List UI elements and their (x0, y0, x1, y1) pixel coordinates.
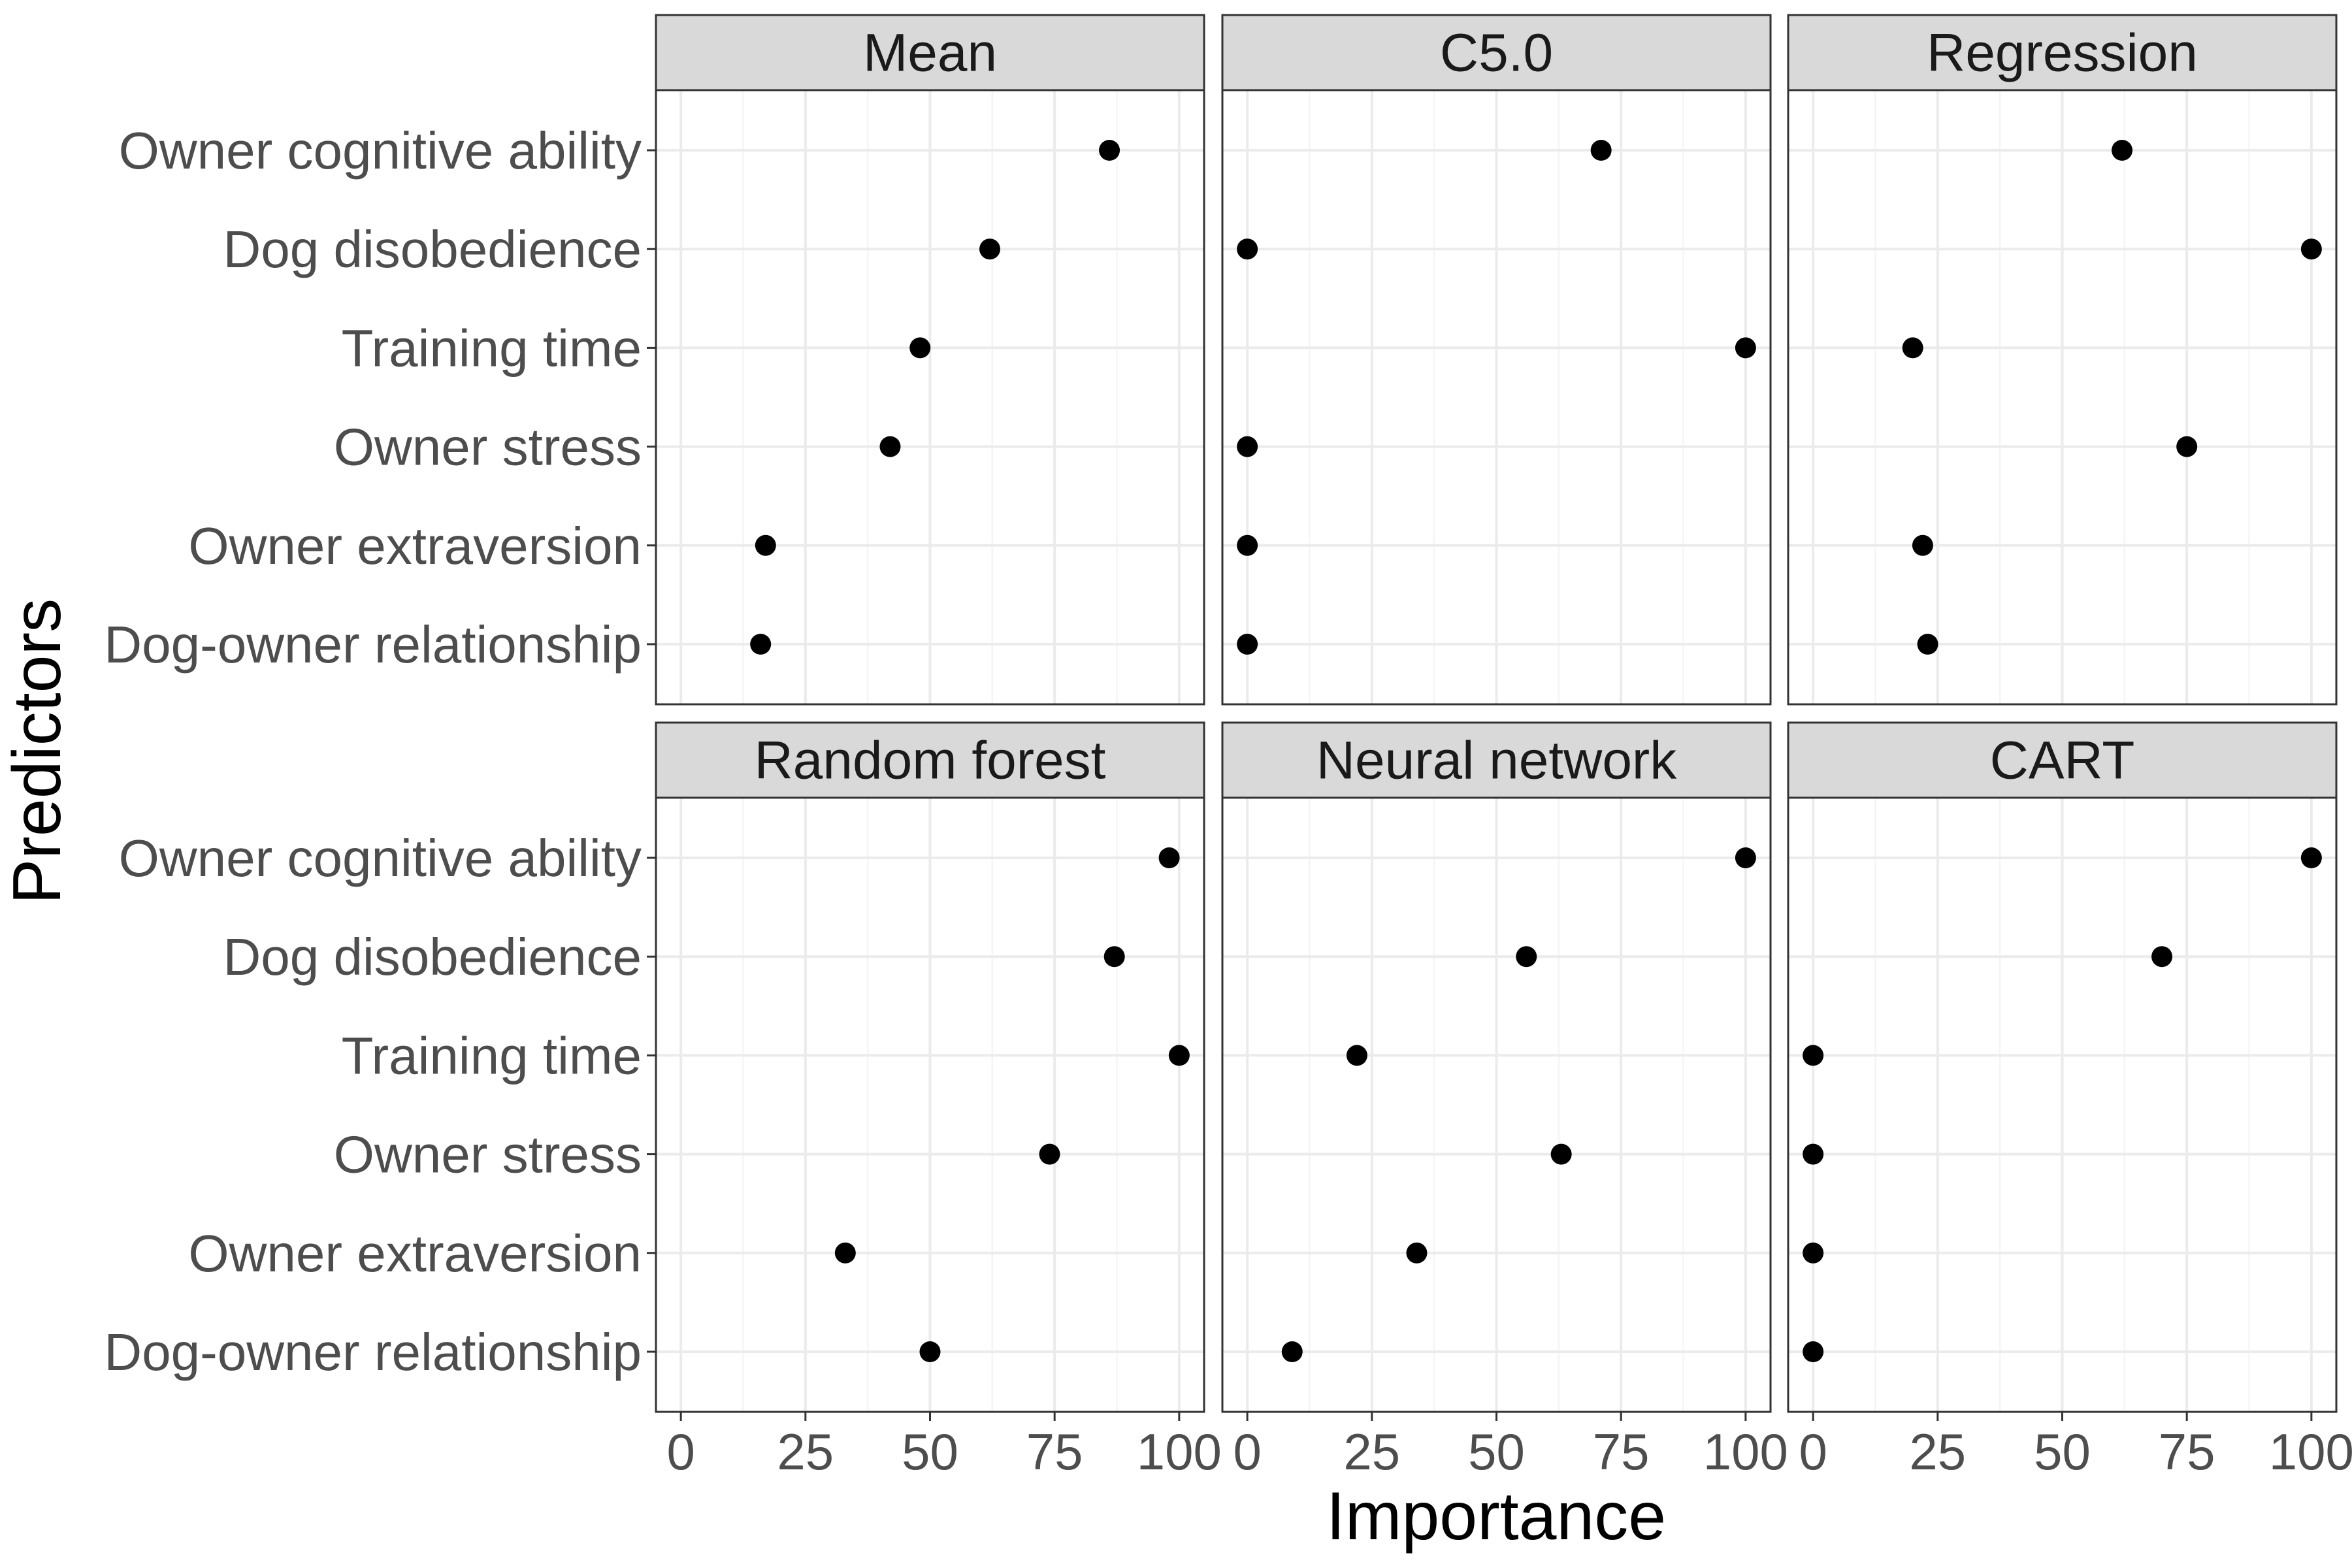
point-dog-owner-relationship (1237, 634, 1258, 655)
x-tick-label: 75 (2159, 1423, 2215, 1480)
point-owner-extraversion (755, 534, 776, 556)
panel-border (655, 89, 1205, 706)
x-tick-label: 50 (2034, 1423, 2091, 1480)
point-dog-disobedience (2151, 946, 2173, 968)
facet-strip (1221, 14, 1772, 91)
predictor-label: Dog-owner relationship (104, 615, 642, 674)
facet-panel-regression: Regression (1787, 14, 2338, 706)
facet-title: Mean (863, 24, 997, 83)
predictor-label: Owner stress (334, 418, 642, 476)
facet-strip (655, 14, 1205, 91)
x-tick-label: 75 (1026, 1423, 1083, 1480)
point-owner-stress (2176, 436, 2198, 457)
point-dog-disobedience (1103, 946, 1125, 968)
panel-border (1787, 89, 2338, 706)
predictor-label: Owner extraversion (188, 1224, 642, 1282)
x-tick-label: 100 (1703, 1423, 1788, 1480)
point-owner-extraversion (1803, 1242, 1824, 1264)
facet-panel-mean: Mean Owner cognitive ability Dog disobedie… (104, 14, 1205, 706)
facet-strip (1221, 721, 1772, 799)
point-owner-cognitive-ability (1735, 847, 1756, 868)
point-owner-extraversion (834, 1242, 856, 1264)
facet-title: Random forest (755, 731, 1106, 791)
point-owner-stress (1237, 436, 1258, 457)
predictor-label: Dog-owner relationship (104, 1323, 642, 1381)
predictor-label: Owner cognitive ability (119, 829, 642, 887)
predictor-label: Training time (342, 319, 642, 377)
point-owner-cognitive-ability (2300, 847, 2322, 868)
panel-border (1221, 89, 1772, 706)
facet-title: Neural network (1316, 731, 1677, 791)
x-tick-label: 75 (1593, 1423, 1650, 1480)
predictor-label: Owner cognitive ability (119, 122, 642, 180)
x-tick-label: 0 (666, 1423, 694, 1480)
point-training-time (1735, 337, 1756, 359)
y-axis-title: Predictors (0, 598, 75, 904)
x-tick-label: 50 (902, 1423, 958, 1480)
facet-panel-c5-0: C5.0 (1221, 14, 1772, 706)
x-tick-label: 100 (2269, 1423, 2352, 1480)
facet-title: C5.0 (1440, 24, 1553, 83)
point-dog-owner-relationship (919, 1341, 941, 1362)
predictor-label: Training time (342, 1026, 642, 1085)
point-training-time (1346, 1045, 1367, 1066)
point-dog-owner-relationship (1803, 1341, 1824, 1362)
point-owner-stress (1039, 1143, 1060, 1165)
point-dog-disobedience (979, 238, 1001, 260)
x-tick-label: 0 (1233, 1423, 1261, 1480)
facet-panel-neural-network: Neural network 0 25 50 75 100 (1221, 721, 1788, 1480)
point-owner-extraversion (1406, 1242, 1428, 1264)
point-dog-disobedience (1516, 946, 1537, 968)
predictor-label: Dog disobedience (223, 220, 642, 278)
x-tick-label: 100 (1137, 1423, 1222, 1480)
point-training-time (1168, 1045, 1190, 1066)
facet-panels: Mean Owner cognitive ability Dog disobedie… (104, 14, 2352, 1480)
point-dog-disobedience (1237, 238, 1258, 260)
point-training-time (1803, 1045, 1824, 1066)
point-training-time (909, 337, 931, 359)
point-owner-cognitive-ability (1158, 847, 1180, 868)
point-owner-stress (879, 436, 901, 457)
predictor-label: Owner stress (334, 1126, 642, 1184)
point-owner-cognitive-ability (1590, 140, 1612, 161)
x-tick-label: 25 (1343, 1423, 1400, 1480)
x-tick-label: 25 (777, 1423, 834, 1480)
point-dog-owner-relationship (1917, 634, 1938, 655)
predictor-label: Dog disobedience (223, 928, 642, 986)
x-tick-label: 25 (1909, 1423, 1966, 1480)
facet-strip (1787, 721, 2338, 799)
point-training-time (1902, 337, 1923, 359)
facet-strip (1787, 14, 2338, 91)
facet-title: CART (1990, 731, 2135, 791)
point-dog-disobedience (2300, 238, 2322, 260)
point-owner-stress (1550, 1143, 1572, 1165)
point-owner-extraversion (1912, 534, 1933, 556)
point-dog-owner-relationship (750, 634, 772, 655)
point-dog-owner-relationship (1281, 1341, 1303, 1362)
x-axis-title: Importance (1326, 1478, 1666, 1554)
facet-strip (655, 721, 1205, 799)
point-owner-cognitive-ability (1099, 140, 1120, 161)
predictor-label: Owner extraversion (188, 517, 642, 575)
point-owner-extraversion (1237, 534, 1258, 556)
x-tick-label: 0 (1799, 1423, 1827, 1480)
point-owner-cognitive-ability (2112, 140, 2133, 161)
facet-title: Regression (1927, 24, 2198, 83)
point-owner-stress (1803, 1143, 1824, 1165)
facet-panel-cart: CART 0 25 50 75 100 (1787, 721, 2352, 1480)
x-tick-label: 50 (1468, 1423, 1525, 1480)
facet-panel-random-forest: Random forest Owner cognitive ability Dog … (104, 721, 1222, 1480)
